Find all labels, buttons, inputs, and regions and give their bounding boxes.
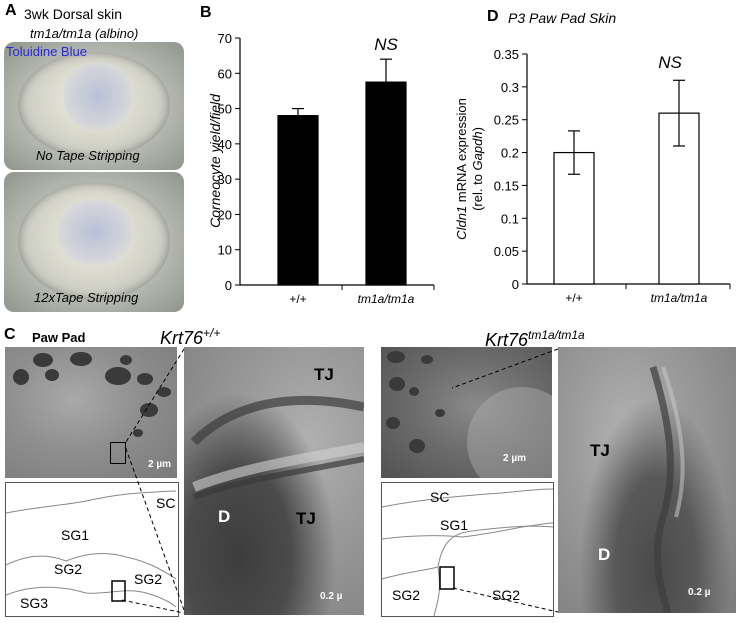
wt-region-sg3: SG3 — [20, 595, 49, 611]
panel-b-label: B — [200, 4, 212, 21]
ko-region-sc: SC — [430, 489, 450, 505]
panel-d-ytick-label: 0.3 — [501, 80, 519, 95]
ko-overview-scale: 2 µm — [503, 453, 526, 464]
panel-d-title: P3 Paw Pad Skin — [508, 10, 617, 26]
panel-b-ytick-label: 70 — [218, 31, 232, 46]
ko-region-sg2-left: SG2 — [392, 587, 421, 603]
panel-b-bar-1 — [365, 81, 407, 286]
culture-well-top — [4, 42, 184, 170]
ko-zoom-scale: 0.2 µ — [688, 587, 711, 598]
panel-b-ytick-label: 50 — [218, 102, 232, 117]
wt-region-sketch: SC SG1 SG2 SG2 SG3 — [5, 482, 179, 617]
panel-a-caption-top: No Tape Stripping — [36, 148, 140, 163]
panel-a-label: A — [5, 2, 17, 19]
ko-zoom-desmosome: D — [598, 545, 611, 564]
wt-genotype-label: Krt76+/+ — [160, 326, 221, 348]
wt-zoom-tj-top: TJ — [314, 365, 334, 384]
panel-a-caption-bottom: 12xTape Stripping — [34, 290, 139, 305]
ko-region-sg1: SG1 — [440, 517, 469, 533]
panel-c-title: Paw Pad — [32, 330, 86, 345]
panel-b-bar-0 — [277, 115, 319, 286]
panel-d-chart: 0 0.05 0.1 0.15 0.2 0.25 0.3 0.35 +/+ tm1a/tm1a NS… — [454, 47, 731, 305]
panel-d-label: D — [487, 8, 499, 25]
panel-b-ytick-label: 30 — [218, 172, 232, 187]
wt-em-overview: 2 µm — [5, 347, 177, 478]
ko-genotype-label: Krt76tm1a/tm1a — [485, 328, 585, 350]
wt-overview-scale: 2 µm — [148, 459, 171, 470]
panel-d-category-label-0: +/+ — [565, 291, 582, 305]
wt-zoom-scale: 0.2 µ — [320, 591, 343, 602]
ko-region-sketch: SC SG1 SG2 SG2 — [381, 482, 554, 617]
panel-d-y-axis-label-line2: (rel. to Gapdh) — [470, 127, 485, 211]
panel-d-category-label-1: tm1a/tm1a — [651, 291, 708, 305]
panel-b-category-label-1: tm1a/tm1a — [358, 292, 415, 306]
panel-b-ytick-label: 10 — [218, 243, 232, 258]
panel-d-ytick-label: 0.15 — [494, 178, 519, 193]
ko-em-zoom: TJ D 0.2 µ — [558, 347, 736, 613]
ko-zoom-tj: TJ — [590, 441, 610, 460]
panel-d-ytick-label: 0 — [512, 277, 519, 292]
panel-a-stain-label: Toluidine Blue — [6, 44, 87, 59]
wt-zoom-desmosome: D — [218, 507, 231, 526]
panel-c-label: C — [4, 326, 16, 343]
wt-region-sc: SC — [156, 495, 176, 511]
panel-a-title: 3wk Dorsal skin — [24, 6, 123, 22]
panel-a-genotype: tm1a/tm1a (albino) — [30, 26, 139, 41]
wt-em-zoom: TJ D TJ 0.2 µ — [184, 347, 364, 615]
panel-d-ytick-label: 0.35 — [494, 47, 519, 62]
wt-region-sg2-left: SG2 — [54, 561, 83, 577]
panel-b-y-axis-label: Corneocyte yield/field — [207, 93, 223, 228]
ko-region-sg2-right: SG2 — [492, 587, 521, 603]
wt-region-sg2-right: SG2 — [134, 571, 163, 587]
panel-b-ytick-label: 0 — [225, 278, 232, 293]
panel-b-ytick-label: 20 — [218, 207, 232, 222]
panel-d-y-axis-label-line1: Cldn1 mRNA expression — [454, 98, 469, 240]
wt-region-sg1: SG1 — [61, 527, 90, 543]
ko-em-overview: 2 µm — [381, 347, 552, 478]
panel-b-ytick-label: 60 — [218, 66, 232, 81]
panel-d-ytick-label: 0.2 — [501, 146, 519, 161]
panel-d-ytick-label: 0.05 — [494, 244, 519, 259]
panel-d-significance-label: NS — [658, 53, 682, 72]
wt-zoom-tj-bottom: TJ — [296, 509, 316, 528]
panel-b-ytick-label: 40 — [218, 137, 232, 152]
panel-b-significance-label: NS — [374, 35, 398, 54]
panel-b-chart: 0 10 20 30 40 50 60 70 +/+ tm1a/tm1a NS Corneocyte … — [207, 31, 435, 306]
culture-well-bottom — [4, 172, 184, 312]
panel-b-category-label-0: +/+ — [289, 292, 306, 306]
panel-d-ytick-label: 0.1 — [501, 211, 519, 226]
panel-d-ytick-label: 0.25 — [494, 113, 519, 128]
